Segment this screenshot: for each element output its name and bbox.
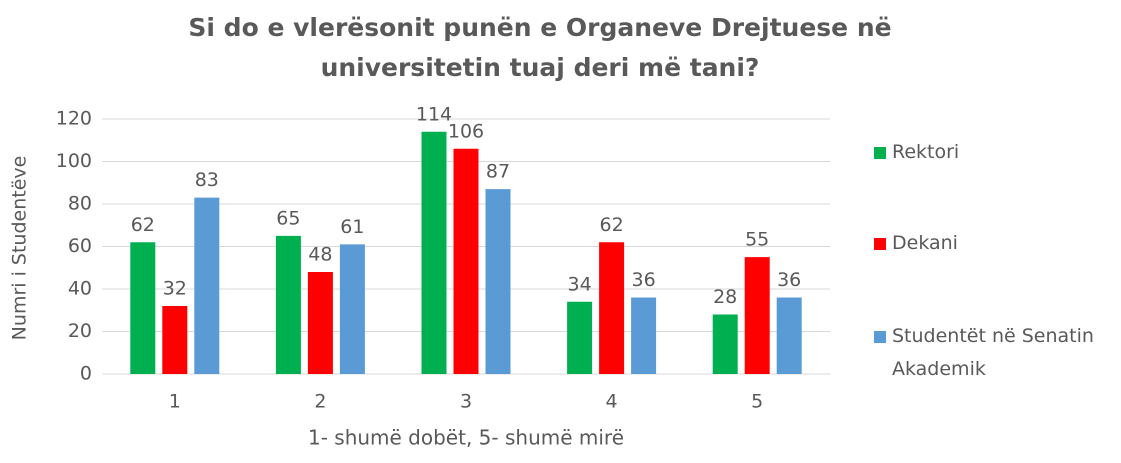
bar <box>485 189 511 374</box>
x-axis-label: 1- shumë dobët, 5- shumë mirë <box>308 426 624 450</box>
bar <box>275 235 301 374</box>
data-label: 55 <box>745 229 769 251</box>
y-tick-label: 0 <box>80 363 92 385</box>
y-axis-label: Numri i Studentëve <box>9 156 31 341</box>
bar <box>744 257 770 374</box>
bar <box>307 272 333 374</box>
data-label: 83 <box>195 169 219 191</box>
data-label: 61 <box>340 216 364 238</box>
data-label: 87 <box>486 161 510 183</box>
data-label: 62 <box>600 214 624 236</box>
legend-swatch <box>874 238 886 250</box>
y-tick-label: 20 <box>68 320 92 342</box>
x-tick-label: 3 <box>460 391 472 413</box>
data-label: 32 <box>163 278 187 300</box>
data-label: 28 <box>713 286 737 308</box>
y-tick-label: 60 <box>68 235 92 257</box>
x-tick-label: 1 <box>169 391 181 413</box>
y-tick-label: 80 <box>68 193 92 215</box>
x-tick-label: 2 <box>314 391 326 413</box>
data-label: 62 <box>131 214 155 236</box>
legend-label: Rektori <box>892 141 960 163</box>
bar <box>453 148 479 374</box>
x-tick-label: 4 <box>606 391 618 413</box>
x-tick-label: 5 <box>751 391 763 413</box>
bar <box>567 301 593 374</box>
bar <box>631 297 657 374</box>
bar <box>421 131 447 374</box>
bar <box>130 242 156 374</box>
data-label: 114 <box>416 103 452 125</box>
data-label: 65 <box>276 207 300 229</box>
y-tick-label: 40 <box>68 278 92 300</box>
data-label: 106 <box>448 120 484 142</box>
data-label: 36 <box>777 269 801 291</box>
bar <box>712 314 738 374</box>
legend-swatch <box>874 331 886 343</box>
bar <box>339 244 365 374</box>
legend-label: Dekani <box>892 232 958 254</box>
chart-title: Si do e vlerësonit punën e Organeve Drej… <box>188 13 892 82</box>
bar <box>162 306 188 374</box>
bar <box>194 197 220 374</box>
y-tick-label: 100 <box>56 150 92 172</box>
y-tick-label: 120 <box>56 108 92 130</box>
bar <box>776 297 802 374</box>
legend-label: Studentët në Senatin Akademik <box>892 325 1094 380</box>
data-label: 34 <box>568 273 592 295</box>
data-label: 48 <box>308 244 332 266</box>
data-label: 36 <box>632 269 656 291</box>
legend-swatch <box>874 147 886 159</box>
bar <box>599 242 625 374</box>
